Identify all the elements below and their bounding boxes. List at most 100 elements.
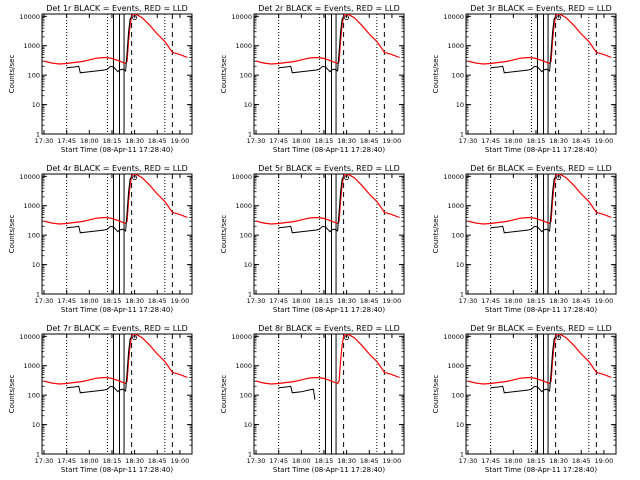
x-tick-label: 18:00 <box>292 297 311 305</box>
y-tick-label: 10 <box>32 261 40 269</box>
x-tick-label: 18:45 <box>572 137 591 145</box>
y-tick-label: 1000 <box>23 42 40 50</box>
y-axis-label: Counts/sec <box>432 215 440 254</box>
y-tick-label: 100 <box>240 72 252 80</box>
y-tick-label: 10 <box>32 421 40 429</box>
panel-title: Det 4r BLACK = Events, RED = LLD <box>46 164 188 173</box>
plot-frame <box>253 333 405 455</box>
y-tick-label: 1000 <box>23 362 40 370</box>
x-tick-label: 18:30 <box>125 297 144 305</box>
y-tick-label: 1000 <box>235 202 252 210</box>
x-tick-label: 18:15 <box>315 297 334 305</box>
y-tick-label: 10000 <box>19 13 40 21</box>
y-tick-label: 1000 <box>235 42 252 50</box>
x-tick-label: 18:30 <box>337 297 356 305</box>
x-tick-label: 17:30 <box>35 297 54 305</box>
y-tick-label: 10 <box>244 421 252 429</box>
lld-series-line <box>467 334 612 385</box>
x-tick-label: 18:00 <box>80 297 99 305</box>
y-tick-label: 1 <box>248 291 252 299</box>
x-tick-label: 17:30 <box>459 297 478 305</box>
events-series-line <box>490 176 557 234</box>
y-tick-label: 1 <box>248 451 252 459</box>
y-tick-label: 100 <box>452 232 464 240</box>
peak-marker <box>556 175 562 181</box>
x-tick-label: 18:45 <box>360 137 379 145</box>
panel-title: Det 3r BLACK = Events, RED = LLD <box>470 4 612 13</box>
plot-frame <box>465 13 617 135</box>
x-tick-label: 18:45 <box>572 297 591 305</box>
x-tick-label: 18:30 <box>549 137 568 145</box>
x-tick-label: 19:00 <box>595 137 614 145</box>
y-axis-label: Counts/sec <box>432 375 440 414</box>
x-tick-label: 18:30 <box>337 137 356 145</box>
x-tick-label: 18:15 <box>103 457 122 465</box>
y-tick-label: 1 <box>460 291 464 299</box>
y-tick-label: 1 <box>248 131 252 139</box>
y-tick-label: 1 <box>36 291 40 299</box>
y-tick-label: 100 <box>28 392 40 400</box>
y-tick-label: 1 <box>36 131 40 139</box>
y-tick-label: 10 <box>32 101 40 109</box>
panel-8: Det 8r BLACK = Events, RED = LLD 17:30 17:… <box>220 324 405 474</box>
lld-series-line <box>255 334 400 385</box>
y-tick-label: 10 <box>456 101 464 109</box>
x-tick-label: 18:00 <box>292 137 311 145</box>
x-tick-label: 18:00 <box>80 137 99 145</box>
x-tick-label: 18:00 <box>80 457 99 465</box>
lld-series-line <box>255 174 400 225</box>
x-tick-label: 17:30 <box>247 457 266 465</box>
y-tick-label: 100 <box>240 392 252 400</box>
x-tick-label: 19:00 <box>383 457 402 465</box>
y-axis-label: Counts/sec <box>8 55 16 94</box>
lld-series-line <box>43 334 188 385</box>
plot-frame <box>41 13 193 135</box>
x-tick-label: 17:45 <box>269 297 288 305</box>
y-tick-label: 10 <box>456 261 464 269</box>
x-tick-label: 17:30 <box>247 137 266 145</box>
events-series-line <box>66 336 133 394</box>
x-tick-label: 19:00 <box>171 457 190 465</box>
y-tick-label: 1 <box>460 131 464 139</box>
x-tick-label: 18:45 <box>572 457 591 465</box>
y-tick-label: 1000 <box>447 42 464 50</box>
y-tick-label: 100 <box>452 392 464 400</box>
x-tick-label: 17:30 <box>35 457 54 465</box>
y-tick-label: 1 <box>36 451 40 459</box>
x-tick-label: 19:00 <box>171 297 190 305</box>
x-tick-label: 17:30 <box>459 457 478 465</box>
x-tick-label: 19:00 <box>383 137 402 145</box>
peak-marker <box>556 15 562 21</box>
x-tick-label: 18:30 <box>125 137 144 145</box>
x-tick-label: 18:15 <box>527 297 546 305</box>
plot-frame <box>41 333 193 455</box>
x-tick-label: 17:45 <box>481 137 500 145</box>
events-series-line <box>278 16 345 74</box>
y-axis-label: Counts/sec <box>220 55 228 94</box>
x-axis-label: Start Time (08-Apr-11 17:28:40) <box>61 466 173 474</box>
x-tick-label: 17:45 <box>57 297 76 305</box>
x-tick-label: 18:00 <box>504 137 523 145</box>
panel-title: Det 9r BLACK = Events, RED = LLD <box>470 324 612 333</box>
panel-title: Det 6r BLACK = Events, RED = LLD <box>470 164 612 173</box>
x-tick-label: 18:30 <box>125 457 144 465</box>
x-tick-label: 18:15 <box>527 137 546 145</box>
plot-frame <box>253 173 405 295</box>
x-tick-label: 18:45 <box>360 457 379 465</box>
x-tick-label: 18:15 <box>315 457 334 465</box>
x-tick-label: 18:45 <box>148 137 167 145</box>
y-tick-label: 10000 <box>231 13 252 21</box>
panel-title: Det 5r BLACK = Events, RED = LLD <box>258 164 400 173</box>
panel-3: Det 3r BLACK = Events, RED = LLD 17:30 17:… <box>432 4 617 154</box>
peak-marker <box>344 335 350 341</box>
x-axis-label: Start Time (08-Apr-11 17:28:40) <box>61 146 173 154</box>
y-tick-label: 1000 <box>447 202 464 210</box>
x-tick-label: 17:45 <box>57 457 76 465</box>
y-tick-label: 1000 <box>235 362 252 370</box>
plot-frame <box>253 13 405 135</box>
x-tick-label: 18:00 <box>504 457 523 465</box>
y-tick-label: 10000 <box>443 173 464 181</box>
x-axis-label: Start Time (08-Apr-11 17:28:40) <box>485 466 597 474</box>
x-tick-label: 18:30 <box>549 457 568 465</box>
